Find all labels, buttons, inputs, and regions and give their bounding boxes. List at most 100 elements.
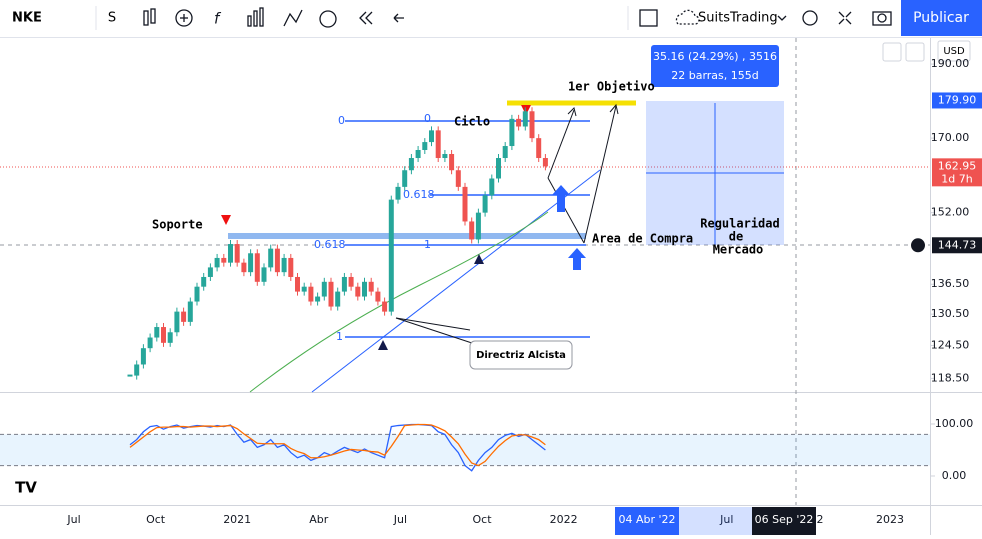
x-tick-label: Jul [66, 513, 80, 526]
candle [328, 281, 334, 307]
candle [214, 257, 220, 268]
pivot-low [378, 254, 484, 350]
range-label-bg [615, 507, 679, 535]
x-tick-label: 2021 [223, 513, 251, 526]
oscillator-line [129, 423, 546, 467]
moving-average [249, 211, 549, 393]
callout [469, 340, 573, 370]
price-label: 162.95 [938, 159, 977, 172]
candle [134, 364, 140, 376]
countdown: 1d 7h [941, 172, 972, 185]
candle [429, 130, 434, 143]
candle [228, 244, 233, 263]
y-tick-label: 118.50 [931, 371, 970, 384]
candle [187, 301, 193, 322]
measure-line: 35.16 (24.29%) , 3516 [653, 50, 777, 63]
candle [542, 158, 548, 167]
currency-button[interactable] [937, 40, 971, 62]
candle [496, 158, 501, 179]
buy-arrows [552, 185, 586, 270]
candle [442, 153, 448, 159]
x-tick-label: 2022 [550, 513, 578, 526]
x-tick-label: Jul [719, 513, 733, 526]
annotation: Mercado [713, 243, 764, 257]
y-tick-label: 100.00 [935, 417, 974, 430]
candle [536, 138, 542, 159]
price-label: 144.73 [938, 238, 977, 251]
reset-button[interactable] [905, 42, 925, 62]
currency[interactable]: USD [943, 46, 965, 57]
fib-label: 0 [338, 114, 345, 127]
candle [382, 301, 388, 312]
candle [341, 276, 347, 292]
y-tick-label: 170.00 [931, 131, 970, 144]
publish-label[interactable]: Publicar [913, 10, 969, 26]
candle [167, 332, 173, 343]
y-tick-label: 0.00 [942, 469, 967, 482]
candle [529, 111, 535, 139]
annotation: 1er Objetivo [568, 80, 655, 94]
price-label: 179.90 [938, 93, 977, 106]
candle [355, 286, 361, 297]
annotation: Area de Compra [592, 232, 693, 246]
publish-button[interactable] [901, 0, 982, 36]
candle [161, 327, 166, 343]
candle [335, 291, 341, 307]
account[interactable]: SuitsTrading [698, 11, 778, 26]
y-tick-label: 136.50 [931, 277, 970, 290]
candle [375, 291, 381, 302]
candle [301, 286, 307, 292]
candle [241, 262, 247, 273]
candle [348, 276, 354, 287]
candle [174, 311, 180, 333]
annotation: Ciclo [454, 115, 490, 129]
fib-label: 1 [424, 238, 431, 251]
projection-arrows [395, 103, 619, 346]
candle [475, 212, 481, 240]
symbol[interactable]: NKE [12, 11, 42, 26]
measure-line: 22 barras, 155d [671, 69, 759, 82]
scroll-button[interactable] [882, 42, 902, 62]
candle [368, 281, 374, 292]
oscillator-line [129, 423, 546, 472]
price-label-bg [932, 92, 982, 109]
candle [288, 257, 294, 277]
annotation: Regularidad [700, 217, 779, 231]
candle [509, 118, 515, 147]
x-tick-label: Jul [393, 513, 407, 526]
candle [268, 248, 274, 268]
candle [234, 244, 240, 263]
candle [516, 118, 522, 127]
toolbar-icons[interactable]: f [143, 7, 892, 28]
candle [254, 253, 260, 282]
y-tick-label: 190.00 [931, 57, 970, 70]
fib-label: 0.618 [314, 238, 346, 251]
fib-label: 0.618 [403, 188, 435, 201]
x-tick-label: Oct [146, 513, 166, 526]
candle [462, 186, 468, 222]
candle [201, 276, 207, 287]
logo[interactable]: TV [15, 479, 37, 497]
candle [181, 311, 187, 322]
candle [140, 348, 146, 365]
candle [274, 248, 280, 273]
candle [422, 142, 428, 151]
range-label: 04 Abr '22 [618, 513, 675, 526]
candle [435, 130, 441, 159]
range-label-bg [752, 507, 816, 535]
candle [281, 257, 287, 273]
candle [489, 178, 495, 196]
candle [482, 195, 488, 213]
candle [415, 150, 421, 159]
x-tick-label: Abr [309, 513, 329, 526]
interval[interactable]: S [108, 11, 116, 26]
measure-box [651, 45, 779, 87]
svg-text:f: f [214, 10, 222, 28]
candle [295, 276, 300, 292]
candle [321, 281, 327, 297]
x-tick-label: 2023 [876, 513, 904, 526]
y-tick-label: 152.00 [931, 206, 970, 219]
candle [502, 146, 508, 159]
crosshair-button [911, 238, 925, 253]
